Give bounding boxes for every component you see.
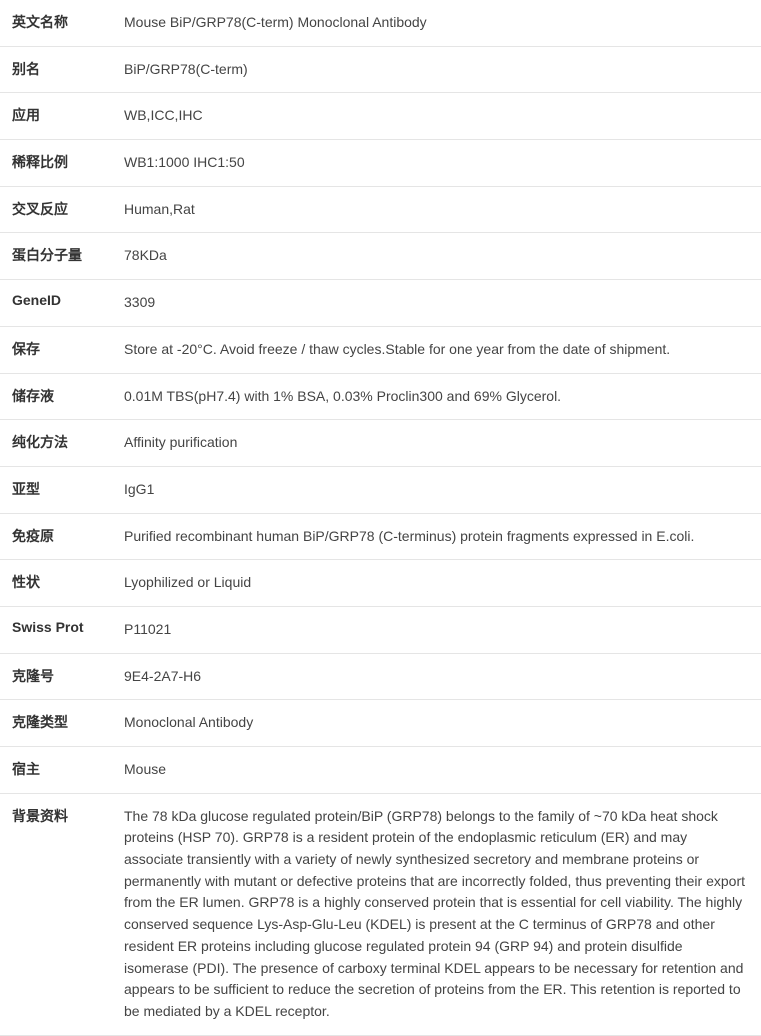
row-label: 应用	[0, 93, 120, 140]
table-row: 蛋白分子量 78KDa	[0, 233, 761, 280]
row-value: Monoclonal Antibody	[120, 700, 761, 747]
table-row: 克隆类型 Monoclonal Antibody	[0, 700, 761, 747]
row-value: 78KDa	[120, 233, 761, 280]
row-value: Affinity purification	[120, 420, 761, 467]
row-value: Mouse	[120, 747, 761, 794]
row-value: Purified recombinant human BiP/GRP78 (C-…	[120, 513, 761, 560]
row-value: 0.01M TBS(pH7.4) with 1% BSA, 0.03% Proc…	[120, 373, 761, 420]
table-row: 储存液 0.01M TBS(pH7.4) with 1% BSA, 0.03% …	[0, 373, 761, 420]
row-label: 性状	[0, 560, 120, 607]
table-row: 别名 BiP/GRP78(C-term)	[0, 46, 761, 93]
table-row: 免疫原 Purified recombinant human BiP/GRP78…	[0, 513, 761, 560]
row-label: 背景资料	[0, 793, 120, 1035]
row-label: 克隆类型	[0, 700, 120, 747]
row-value: WB,ICC,IHC	[120, 93, 761, 140]
row-label: 稀释比例	[0, 140, 120, 187]
row-value: The 78 kDa glucose regulated protein/BiP…	[120, 793, 761, 1035]
table-row: 英文名称 Mouse BiP/GRP78(C-term) Monoclonal …	[0, 0, 761, 46]
table-row: 保存 Store at -20°C. Avoid freeze / thaw c…	[0, 326, 761, 373]
row-value: Human,Rat	[120, 186, 761, 233]
row-label: 纯化方法	[0, 420, 120, 467]
row-value: WB1:1000 IHC1:50	[120, 140, 761, 187]
spec-table: 英文名称 Mouse BiP/GRP78(C-term) Monoclonal …	[0, 0, 761, 1036]
table-row: 应用 WB,ICC,IHC	[0, 93, 761, 140]
table-row: 性状 Lyophilized or Liquid	[0, 560, 761, 607]
row-value: 9E4-2A7-H6	[120, 653, 761, 700]
row-value: Lyophilized or Liquid	[120, 560, 761, 607]
row-label: 蛋白分子量	[0, 233, 120, 280]
row-value: BiP/GRP78(C-term)	[120, 46, 761, 93]
row-label: 克隆号	[0, 653, 120, 700]
row-label: 免疫原	[0, 513, 120, 560]
table-row: Swiss Prot P11021	[0, 606, 761, 653]
row-label: 储存液	[0, 373, 120, 420]
row-label: 保存	[0, 326, 120, 373]
row-label: 交叉反应	[0, 186, 120, 233]
row-label: 亚型	[0, 466, 120, 513]
table-row: 稀释比例 WB1:1000 IHC1:50	[0, 140, 761, 187]
table-row: 背景资料 The 78 kDa glucose regulated protei…	[0, 793, 761, 1035]
row-label: GeneID	[0, 280, 120, 327]
row-label: Swiss Prot	[0, 606, 120, 653]
row-value: IgG1	[120, 466, 761, 513]
table-row: 交叉反应 Human,Rat	[0, 186, 761, 233]
row-label: 别名	[0, 46, 120, 93]
table-row: GeneID 3309	[0, 280, 761, 327]
table-row: 克隆号 9E4-2A7-H6	[0, 653, 761, 700]
row-value: Store at -20°C. Avoid freeze / thaw cycl…	[120, 326, 761, 373]
table-row: 宿主 Mouse	[0, 747, 761, 794]
row-label: 宿主	[0, 747, 120, 794]
row-label: 英文名称	[0, 0, 120, 46]
row-value: 3309	[120, 280, 761, 327]
row-value: Mouse BiP/GRP78(C-term) Monoclonal Antib…	[120, 0, 761, 46]
table-row: 纯化方法 Affinity purification	[0, 420, 761, 467]
row-value: P11021	[120, 606, 761, 653]
table-row: 亚型 IgG1	[0, 466, 761, 513]
